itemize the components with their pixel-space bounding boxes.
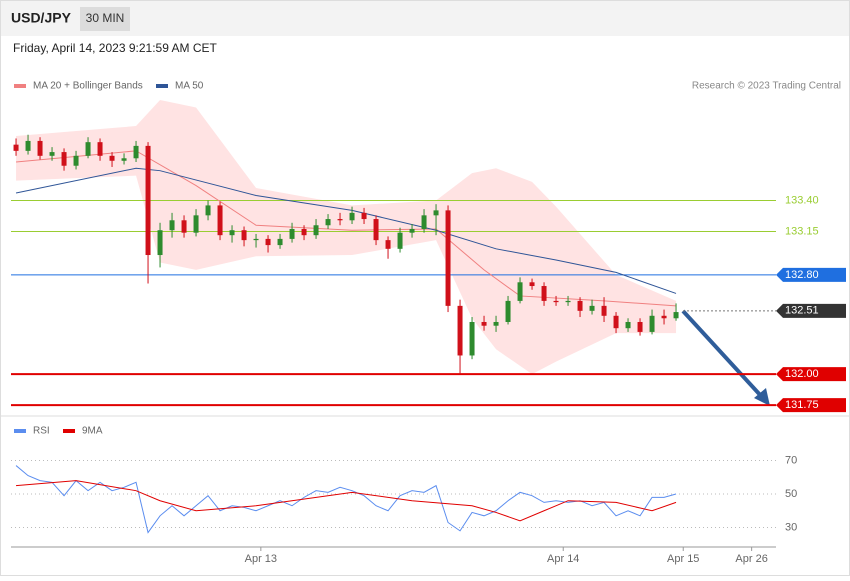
interval[interactable]: 30 MIN: [86, 11, 125, 25]
indicator-line: [15, 465, 677, 534]
symbol: USD/JPY: [11, 10, 72, 26]
x-tick-label: Apr 13: [245, 553, 277, 565]
candle-body: [241, 230, 247, 241]
candle-body: [181, 220, 187, 233]
y-tick-label: 50: [785, 488, 797, 500]
candle-body: [337, 219, 343, 221]
candle-body: [25, 140, 31, 151]
legend-swatch: [63, 429, 75, 433]
candle-body: [229, 230, 235, 236]
legend-label: MA 20 + Bollinger Bands: [33, 81, 143, 92]
candle-body: [13, 144, 19, 151]
candle-body: [85, 142, 91, 156]
candle-body: [205, 205, 211, 216]
candle-body: [373, 219, 379, 241]
legend-swatch: [14, 84, 26, 88]
interval-box[interactable]: [80, 7, 130, 31]
candle-body: [301, 228, 307, 236]
candle-body: [109, 155, 115, 161]
candle-body: [565, 300, 571, 303]
candle-body: [661, 315, 667, 319]
candle-body: [673, 312, 679, 319]
candle-body: [349, 212, 355, 221]
level-label: 133.40: [785, 194, 819, 206]
candle-body: [217, 205, 223, 236]
legend-label: 9MA: [82, 426, 103, 437]
candle-body: [277, 238, 283, 246]
indicator-line: [15, 150, 677, 307]
legend-swatch: [14, 429, 26, 433]
legend-swatch: [156, 84, 168, 88]
candle-body: [169, 220, 175, 231]
candle-body: [289, 228, 295, 239]
candle-body: [589, 305, 595, 311]
candle-body: [421, 215, 427, 229]
candle-body: [253, 238, 259, 241]
candle-body: [457, 305, 463, 356]
candle-body: [121, 158, 127, 161]
x-tick-label: Apr 26: [735, 553, 767, 565]
candle-body: [61, 152, 67, 166]
candle-body: [409, 228, 415, 233]
candle-body: [613, 315, 619, 329]
candle-body: [325, 219, 331, 226]
candle-body: [517, 282, 523, 301]
candle-body: [601, 305, 607, 316]
candle-body: [145, 145, 151, 256]
candle-body: [361, 212, 367, 220]
candle-body: [577, 300, 583, 311]
level-label: 132.80: [785, 269, 819, 281]
legend-label: RSI: [33, 426, 50, 437]
candle-body: [469, 321, 475, 356]
candle-body: [313, 225, 319, 236]
x-tick-label: Apr 15: [667, 553, 699, 565]
candle-body: [481, 321, 487, 326]
credit: Research © 2023 Trading Central: [692, 81, 841, 92]
candle-body: [529, 282, 535, 287]
candle-body: [553, 300, 559, 303]
candle-body: [49, 152, 55, 156]
candle-body: [541, 286, 547, 301]
candle-body: [433, 210, 439, 216]
level-label-box: [776, 398, 846, 413]
candle-body: [637, 321, 643, 332]
level-label-box: [776, 267, 846, 282]
candle-body: [445, 210, 451, 306]
y-tick-label: 70: [785, 454, 797, 466]
legend-label: MA 50: [175, 81, 204, 92]
candle-body: [97, 142, 103, 156]
candle-body: [397, 232, 403, 249]
candle-body: [505, 300, 511, 322]
candle-body: [385, 240, 391, 249]
indicator-line: [15, 480, 677, 522]
header-bar: [1, 1, 849, 36]
candle-body: [625, 321, 631, 329]
candle-body: [37, 140, 43, 156]
bollinger-band: [16, 100, 677, 375]
timestamp: Friday, April 14, 2023 9:21:59 AM CET: [13, 41, 218, 55]
level-label: 132.51: [785, 305, 819, 317]
candle-body: [493, 321, 499, 326]
level-label: 133.15: [785, 225, 819, 237]
candle-body: [649, 315, 655, 332]
forecast-arrow: [681, 309, 764, 399]
candle-body: [265, 238, 271, 246]
level-label: 132.00: [785, 368, 819, 380]
y-tick-label: 30: [785, 521, 797, 533]
x-tick-label: Apr 14: [547, 553, 579, 565]
candle-body: [157, 230, 163, 256]
candle-body: [133, 145, 139, 159]
level-label-box: [776, 303, 846, 318]
candle-body: [193, 215, 199, 233]
candle-body: [73, 155, 79, 166]
forecast-arrowhead: [754, 388, 770, 406]
level-label: 131.75: [785, 399, 819, 411]
level-label-box: [776, 367, 846, 382]
